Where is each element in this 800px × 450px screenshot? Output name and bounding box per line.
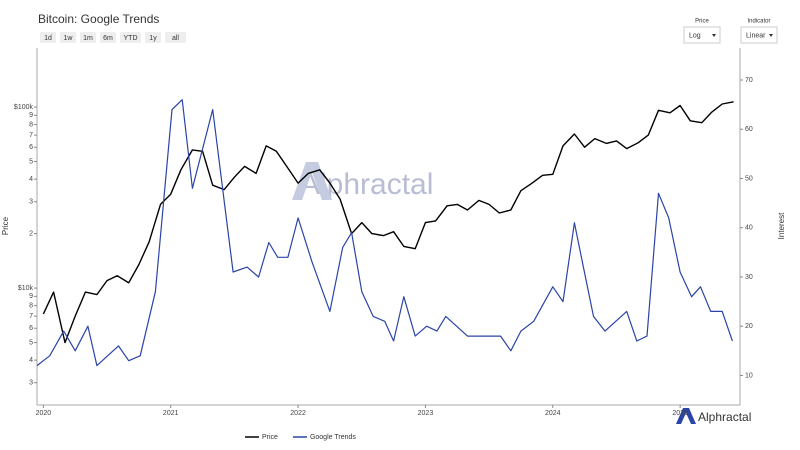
y2-tick-label: 30 (745, 274, 753, 281)
logo-text: Alphractal (698, 410, 751, 424)
dropdown-arrow (769, 34, 773, 37)
legend-label: Google Trends (310, 434, 356, 441)
x-tick-label: 2021 (163, 410, 179, 417)
series-line (36, 99, 733, 367)
y2-axis-title: Interest (777, 212, 786, 239)
control-label: Price (695, 19, 709, 25)
range-button-label[interactable]: YTD (124, 35, 138, 42)
y-tick-label: 9 (29, 293, 33, 300)
dropdown[interactable] (740, 26, 778, 44)
legend-label: Price (262, 434, 278, 441)
range-button-label[interactable]: 1y (149, 35, 157, 42)
range-button[interactable] (165, 32, 186, 43)
watermark-logo (292, 162, 332, 200)
range-button[interactable] (120, 32, 141, 43)
y-tick-label: $10k (18, 285, 34, 292)
y-tick-label: 3 (29, 199, 33, 206)
y2-tick-label: 70 (745, 77, 753, 84)
y2-tick-label: 10 (745, 372, 753, 379)
y2-tick-label: 60 (745, 126, 753, 133)
y-tick-label: 5 (29, 339, 33, 346)
dropdown-value[interactable]: Linear (746, 32, 766, 39)
y-tick-label: $100k (14, 104, 34, 111)
y-tick-label: 8 (29, 302, 33, 309)
control-label: Indicator (747, 19, 770, 25)
range-button[interactable] (145, 32, 161, 43)
range-button-label[interactable]: 1m (83, 35, 93, 42)
x-tick-label: 2023 (418, 410, 434, 417)
y-tick-label: 5 (29, 158, 33, 165)
range-button-label[interactable]: 1d (44, 35, 52, 42)
y-tick-label: 8 (29, 121, 33, 128)
series-line (42, 101, 734, 344)
range-button-label[interactable]: all (172, 35, 179, 42)
y2-tick-label: 40 (745, 225, 753, 232)
range-button[interactable] (40, 32, 56, 43)
y-tick-label: 6 (29, 144, 33, 151)
y-tick-label: 4 (29, 176, 33, 183)
y2-tick-label: 20 (745, 323, 753, 330)
y-tick-label: 3 (29, 380, 33, 387)
y-tick-label: 4 (29, 357, 33, 364)
dropdown[interactable] (683, 26, 721, 44)
range-button[interactable] (60, 32, 76, 43)
y-tick-label: 7 (29, 313, 33, 320)
x-tick-label: 2022 (290, 410, 306, 417)
chart-title: Bitcoin: Google Trends (38, 12, 159, 26)
x-tick-label: 2024 (545, 410, 561, 417)
dropdown-arrow (712, 34, 716, 37)
y-axis-title: Price (1, 216, 10, 235)
range-button-label[interactable]: 6m (103, 35, 113, 42)
y2-tick-label: 50 (745, 175, 753, 182)
range-button[interactable] (80, 32, 96, 43)
y-tick-label: 7 (29, 132, 33, 139)
x-tick-label: 2025 (672, 410, 688, 417)
dropdown-value[interactable]: Log (689, 32, 701, 39)
y-tick-label: 2 (29, 230, 33, 237)
y-tick-label: 9 (29, 112, 33, 119)
range-button[interactable] (100, 32, 116, 43)
y-tick-label: 6 (29, 325, 33, 332)
logo-icon (676, 408, 696, 424)
range-button-label[interactable]: 1w (64, 35, 74, 42)
x-tick-label: 2020 (36, 410, 52, 417)
